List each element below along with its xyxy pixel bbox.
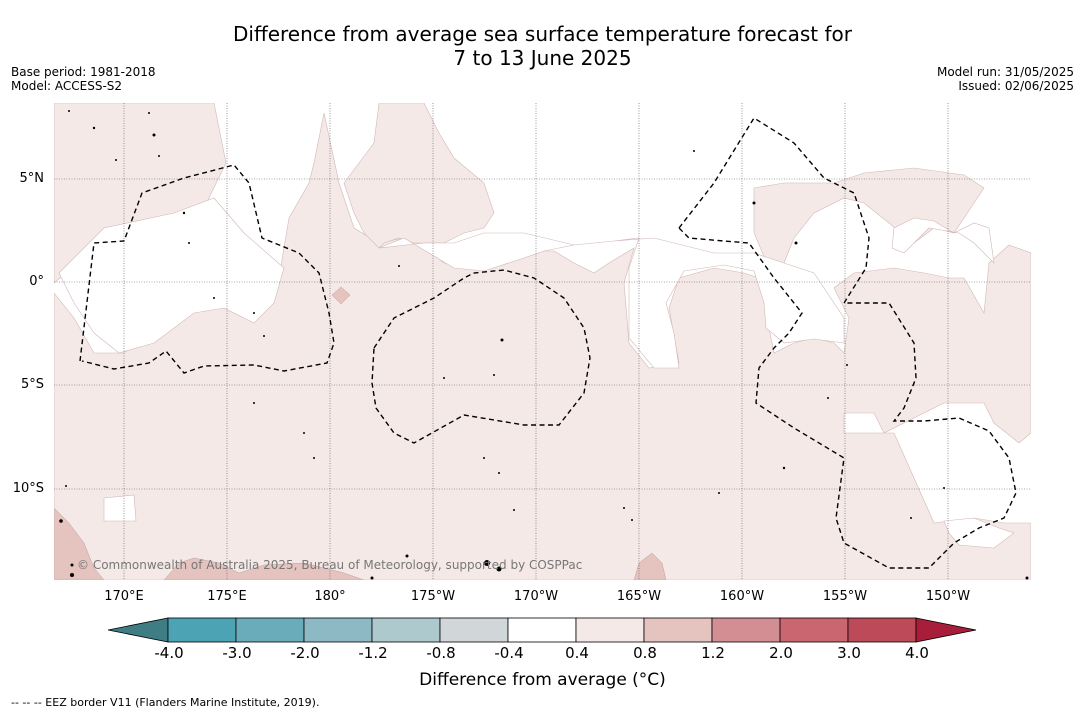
sst-anomaly-map bbox=[54, 103, 1031, 580]
eez-border-west bbox=[79, 164, 335, 374]
neutral-region-center bbox=[378, 232, 845, 369]
graticule bbox=[54, 103, 1031, 580]
neutral-region-sw bbox=[103, 494, 137, 522]
model-name: Model: ACCESS-S2 bbox=[11, 79, 123, 93]
colorbar-segment bbox=[779, 617, 849, 643]
colorbar-tick: -3.0 bbox=[222, 644, 252, 662]
map-canvas bbox=[54, 103, 1031, 580]
lon-label-170e: 170°E bbox=[104, 589, 144, 604]
colorbar-extend-low bbox=[107, 617, 169, 643]
neutral-region-west bbox=[58, 197, 285, 354]
anomaly-region-east bbox=[753, 167, 985, 269]
issued-date: Issued: 02/06/2025 bbox=[958, 79, 1074, 93]
map-title: Difference from average sea surface temp… bbox=[0, 22, 1085, 70]
neutral-region-east bbox=[891, 217, 995, 264]
lat-label-5s: 5°S bbox=[20, 377, 44, 392]
colorbar-segment bbox=[303, 617, 373, 643]
colorbar-segment bbox=[371, 617, 441, 643]
eez-border-center bbox=[371, 269, 591, 444]
colorbar-tick: -1.2 bbox=[358, 644, 388, 662]
anomaly-patch-se bbox=[633, 552, 667, 580]
colorbar-tick: 0.4 bbox=[565, 644, 589, 662]
lon-label-170w: 170°W bbox=[513, 589, 559, 604]
colorbar-extend-high bbox=[915, 617, 977, 643]
map-title-line2: 7 to 13 June 2025 bbox=[453, 46, 632, 70]
lat-label-0: 0° bbox=[29, 274, 44, 289]
map-title-line1: Difference from average sea surface temp… bbox=[232, 22, 852, 46]
colorbar-tick: 0.8 bbox=[633, 644, 657, 662]
colorbar-svg bbox=[107, 617, 977, 643]
colorbar-tick: 2.0 bbox=[769, 644, 793, 662]
colorbar-tick: 4.0 bbox=[905, 644, 929, 662]
run-info: Model run: 31/05/2025 Issued: 02/06/2025 bbox=[937, 65, 1074, 93]
lon-label-175w: 175°W bbox=[410, 589, 456, 604]
lat-label-5n: 5°N bbox=[19, 171, 45, 186]
lat-label-10s: 10°S bbox=[12, 481, 44, 496]
neutral-region-south bbox=[943, 517, 1015, 549]
colorbar-segment bbox=[507, 617, 577, 643]
colorbar-tick: -4.0 bbox=[154, 644, 184, 662]
colorbar-tick: -2.0 bbox=[290, 644, 320, 662]
lon-label-165w: 165°W bbox=[616, 589, 662, 604]
copyright-note: © Commonwealth of Australia 2025, Bureau… bbox=[77, 558, 583, 572]
anomaly-region-upper bbox=[343, 103, 495, 249]
eez-legend-note: -- -- -- EEZ border V11 (Flanders Marine… bbox=[11, 696, 320, 709]
colorbar-tick: 1.2 bbox=[701, 644, 725, 662]
colorbar-tick: 3.0 bbox=[837, 644, 861, 662]
colorbar-tick: -0.4 bbox=[494, 644, 524, 662]
base-period: Base period: 1981-2018 bbox=[11, 65, 156, 79]
anomaly-patch-south bbox=[163, 557, 365, 580]
lon-label-175e: 175°E bbox=[207, 589, 247, 604]
lon-label-180: 180° bbox=[314, 589, 346, 604]
colorbar-segment bbox=[167, 617, 237, 643]
islands bbox=[59, 110, 1029, 580]
lon-label-155w: 155°W bbox=[822, 589, 868, 604]
anomaly-patch-sw bbox=[54, 507, 105, 580]
colorbar-segment bbox=[575, 617, 645, 643]
eez-borders bbox=[79, 117, 1017, 569]
lon-label-160w: 160°W bbox=[719, 589, 765, 604]
colorbar-segment bbox=[847, 617, 917, 643]
colorbar-segment bbox=[643, 617, 713, 643]
colorbar-label: Difference from average (°C) bbox=[419, 670, 666, 690]
base-info: Base period: 1981-2018 Model: ACCESS-S2 bbox=[11, 65, 156, 93]
anomaly-patch-center bbox=[331, 286, 351, 305]
colorbar-segment bbox=[439, 617, 509, 643]
colorbar-segment bbox=[711, 617, 781, 643]
lon-label-150w: 150°W bbox=[925, 589, 971, 604]
colorbar-tick: -0.8 bbox=[426, 644, 456, 662]
model-run: Model run: 31/05/2025 bbox=[936, 65, 1074, 79]
colorbar bbox=[107, 617, 978, 647]
colorbar-segment bbox=[235, 617, 305, 643]
eez-border-east bbox=[678, 117, 1017, 569]
